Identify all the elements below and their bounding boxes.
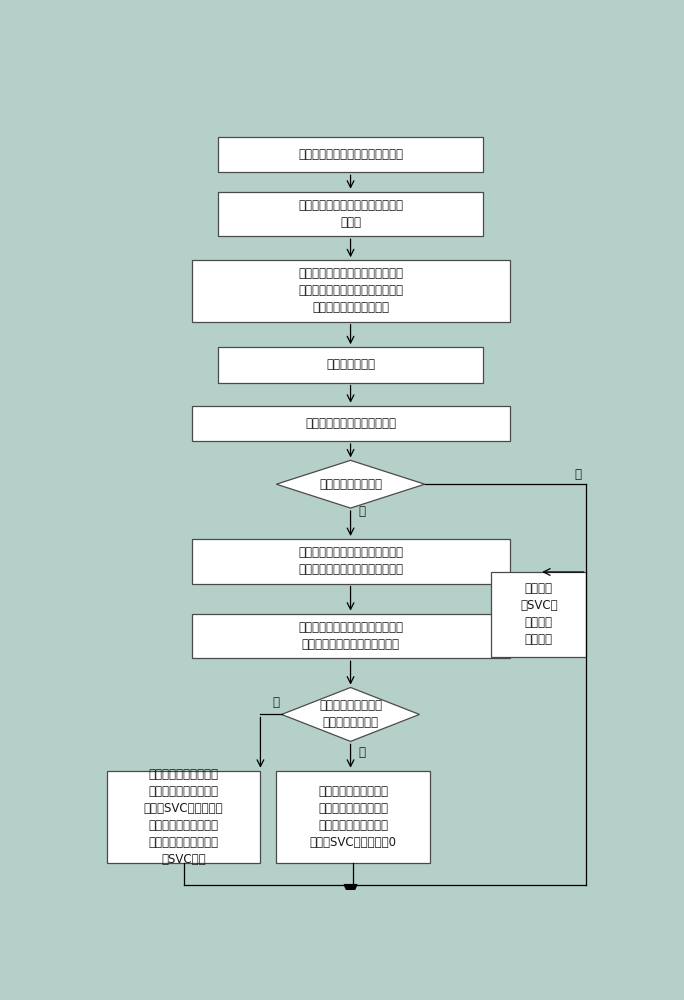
Text: 否: 否 (574, 468, 581, 481)
Polygon shape (282, 687, 419, 741)
Polygon shape (276, 460, 425, 508)
Text: 按照顺序对可控风机进
行无功分配，直到将无
功总量分配完，剩下的
风机和SVC无功分配为0: 按照顺序对可控风机进 行无功分配，直到将无 功总量分配完，剩下的 风机和SVC无… (310, 785, 397, 849)
FancyBboxPatch shape (491, 572, 586, 657)
Text: 根据不可控风机的无功总量及无功
补偿量计算风电场调节无功总量: 根据不可控风机的无功总量及无功 补偿量计算风电场调节无功总量 (298, 621, 403, 651)
FancyBboxPatch shape (218, 192, 483, 236)
FancyBboxPatch shape (218, 347, 483, 383)
Text: 可控风机
及SVC不
重新进行
无功整定: 可控风机 及SVC不 重新进行 无功整定 (520, 582, 557, 646)
Polygon shape (344, 885, 357, 898)
Text: 根据并网点电压与无功的关系计算
风电场需要进行补偿的无功功率量: 根据并网点电压与无功的关系计算 风电场需要进行补偿的无功功率量 (298, 546, 403, 576)
FancyBboxPatch shape (107, 771, 261, 863)
Text: 是: 是 (358, 505, 365, 518)
Text: 是: 是 (272, 696, 279, 709)
Text: 否: 否 (358, 746, 365, 759)
FancyBboxPatch shape (192, 406, 510, 441)
Text: 无功总量是否越可控
风机无功上下限？: 无功总量是否越可控 风机无功上下限？ (319, 699, 382, 729)
FancyBboxPatch shape (192, 539, 510, 584)
Text: 根据风机的运行状况确定风机的可
控状态: 根据风机的运行状况确定风机的可 控状态 (298, 199, 403, 229)
Text: 测量并网点电压: 测量并网点电压 (326, 358, 375, 371)
FancyBboxPatch shape (192, 614, 510, 658)
FancyBboxPatch shape (192, 260, 510, 322)
Text: 根据风机的可控状态确定可控风机
的可调无功总量的上下限和无功不
可控风机发出的无功总量: 根据风机的可控状态确定可控风机 的可调无功总量的上下限和无功不 可控风机发出的无… (298, 267, 403, 314)
Text: 越上限，则所有可控风
机无功分配为最大值，
剩余给SVC分配；越下
限，则所有可控风机无
功分配为最小值，剩余
给SVC分配: 越上限，则所有可控风 机无功分配为最大值， 剩余给SVC分配；越下 限，则所有可… (144, 768, 224, 866)
Text: 根据灵敏度大小确定风机调节顺序: 根据灵敏度大小确定风机调节顺序 (298, 148, 403, 161)
Text: 电压偏差大于死区？: 电压偏差大于死区？ (319, 478, 382, 491)
FancyBboxPatch shape (276, 771, 430, 863)
Text: 与调度电压指令比较计算偏差: 与调度电压指令比较计算偏差 (305, 417, 396, 430)
FancyBboxPatch shape (218, 137, 483, 172)
